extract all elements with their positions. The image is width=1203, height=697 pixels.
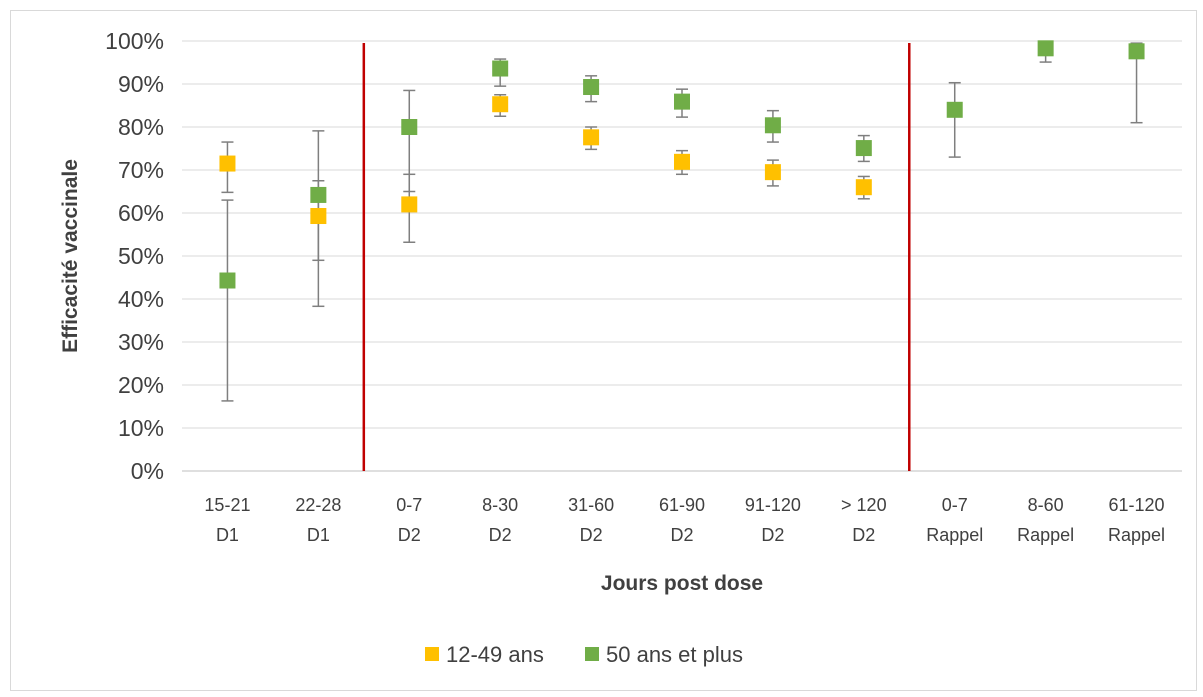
x-category-sublabel: D1 [216,525,239,545]
data-point [401,196,418,213]
data-point [492,60,509,77]
x-category-label: 22-28 [295,495,341,515]
data-point [764,117,781,134]
y-tick-label: 20% [118,372,164,398]
data-point [583,79,600,96]
y-tick-label: 40% [118,286,164,312]
data-point [310,186,327,203]
legend-label-12-49: 12-49 ans [446,642,544,667]
x-category-sublabel: D1 [307,525,330,545]
y-tick-label: 50% [118,243,164,269]
x-category-label: 61-90 [659,495,705,515]
x-category-label: > 120 [841,495,887,515]
data-point [219,155,236,172]
x-category-sublabel: D2 [852,525,875,545]
data-points [219,40,1145,289]
y-axis-ticks: 0% 10% 20% 30% 40% 50% 60% 70% 80% 90% 100% [105,28,164,484]
error-bar [221,199,234,402]
y-tick-label: 90% [118,71,164,97]
x-category-sublabel: D2 [580,525,603,545]
y-tick-label: 60% [118,200,164,226]
x-category-label: 15-21 [204,495,250,515]
x-category-sublabel: D2 [398,525,421,545]
data-point [855,140,872,157]
data-point [674,93,690,110]
gridlines [182,40,1182,472]
data-point [1037,40,1054,57]
legend: 12-49 ans 50 ans et plus [425,642,743,667]
data-point [674,153,690,170]
x-category-label: 91-120 [745,495,801,515]
data-point [310,208,327,225]
error-bar [948,81,961,158]
x-axis-title: Jours post dose [601,572,763,595]
data-point [1128,43,1145,60]
y-tick-label: 70% [118,157,164,183]
x-axis-categories: 15-21 D1 22-28 D1 0-7 D2 8-30 D2 31-60 D2 61-90 D2 9… [204,495,1165,545]
legend-swatch-12-49 [425,647,439,661]
y-tick-label: 80% [118,114,164,140]
x-category-sublabel: D2 [670,525,693,545]
y-tick-label: 10% [118,415,164,441]
period-separators [362,43,911,471]
data-point [492,96,509,113]
y-tick-label: 30% [118,329,164,355]
data-point [946,101,963,118]
y-tick-label: 0% [131,458,164,484]
y-axis-title: Efficacité vaccinale [59,159,82,353]
x-category-label: 8-60 [1028,495,1064,515]
data-point [583,129,600,146]
x-category-label: 8-30 [482,495,518,515]
x-category-sublabel: D2 [489,525,512,545]
x-category-sublabel: Rappel [1017,525,1074,545]
x-category-label: 61-120 [1109,495,1165,515]
chart-frame [10,10,1197,691]
data-point [219,272,236,289]
x-category-label: 31-60 [568,495,614,515]
x-category-label: 0-7 [396,495,422,515]
data-point [401,119,418,135]
data-point [855,179,872,196]
x-category-sublabel: D2 [761,525,784,545]
legend-swatch-50-plus [585,647,599,661]
data-point [764,164,781,181]
x-category-sublabel: Rappel [926,525,983,545]
x-category-sublabel: Rappel [1108,525,1165,545]
x-category-label: 0-7 [942,495,968,515]
legend-label-50-plus: 50 ans et plus [606,642,743,667]
y-tick-label: 100% [105,28,164,54]
error-bar [403,89,416,193]
